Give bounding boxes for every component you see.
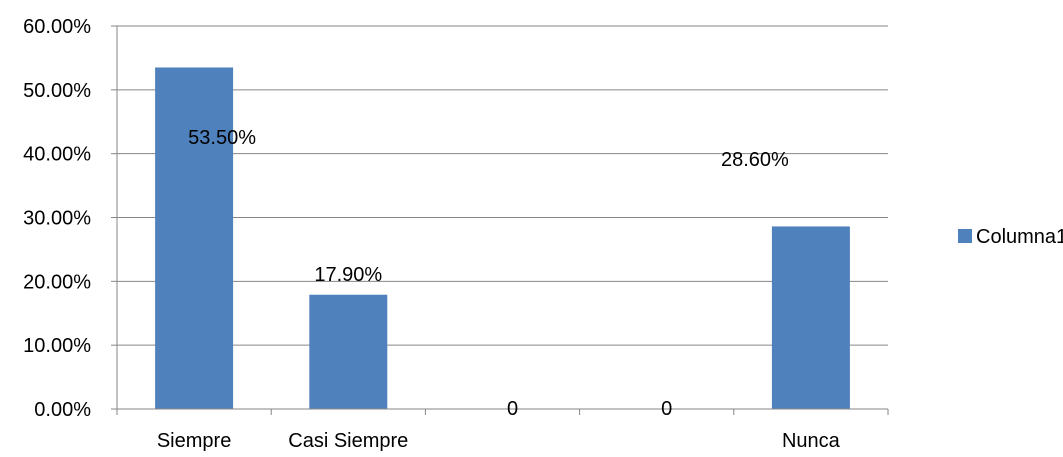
labels: 0.00% 10.00% 20.00% 30.00% 40.00% 50.00% 60.00… <box>23 16 841 452</box>
data-label: 0 <box>661 398 672 420</box>
legend-label: Columna1 <box>976 226 1063 248</box>
axes <box>111 25 889 415</box>
data-label: 0 <box>507 398 518 420</box>
data-label: 28.60% <box>721 149 789 171</box>
legend: Columna1 <box>958 226 1063 248</box>
x-category-label: Casi Siempre <box>288 430 408 452</box>
bar <box>155 67 234 409</box>
y-tick-label: 20.00% <box>23 271 91 293</box>
x-category-label: Siempre <box>157 430 231 452</box>
gridlines <box>117 25 888 346</box>
bars <box>155 67 850 409</box>
data-label: 17.90% <box>314 264 382 286</box>
bar <box>771 226 850 409</box>
data-label: 53.50% <box>188 127 256 149</box>
legend-swatch <box>958 229 972 243</box>
y-tick-label: 30.00% <box>23 208 91 230</box>
y-tick-label: 50.00% <box>23 80 91 102</box>
bar <box>309 294 388 409</box>
y-tick-label: 40.00% <box>23 144 91 166</box>
y-tick-label: 60.00% <box>23 16 91 38</box>
x-category-label: Nunca <box>782 430 841 452</box>
y-tick-label: 10.00% <box>23 335 91 357</box>
y-tick-label: 0.00% <box>34 399 91 421</box>
